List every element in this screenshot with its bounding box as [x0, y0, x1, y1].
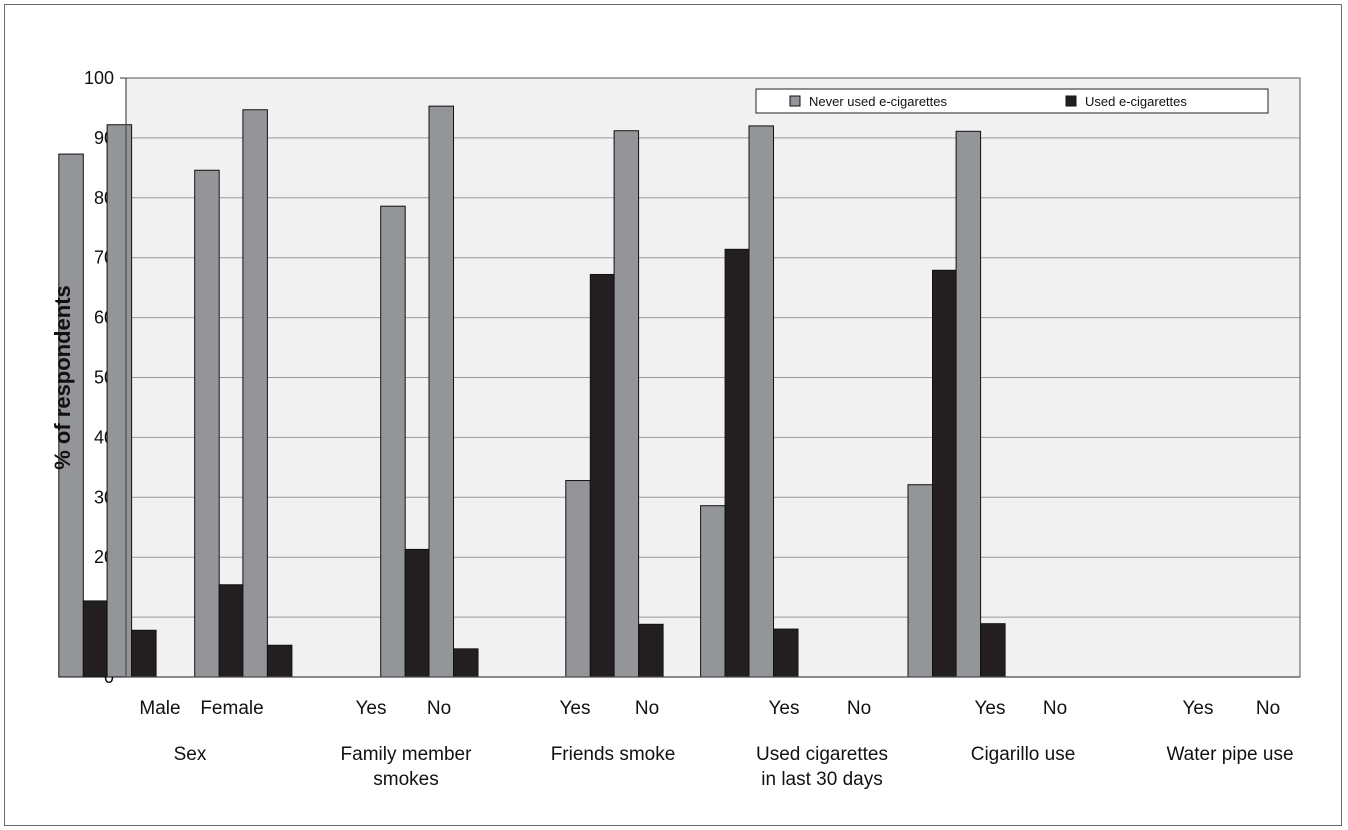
x-group-label: Sex	[174, 744, 207, 765]
legend-label: Never used e-cigarettes	[809, 94, 948, 109]
x-category-label: No	[635, 698, 659, 719]
x-category-label: Yes	[560, 698, 591, 719]
bar-never-used	[194, 169, 220, 678]
bar-never-used	[565, 480, 591, 678]
bar-used	[82, 600, 109, 678]
bar-never-used	[748, 125, 774, 678]
bar-used	[773, 628, 799, 678]
bar-used	[724, 248, 751, 678]
x-category-label: No	[847, 698, 871, 719]
legend-label: Used e-cigarettes	[1085, 94, 1187, 109]
bar-used	[589, 273, 616, 678]
bar-never-used	[106, 124, 133, 678]
x-group-label: Family member	[341, 744, 473, 765]
x-category-label: Yes	[1183, 698, 1214, 719]
x-group-label: in last 30 days	[761, 769, 882, 790]
bar-never-used	[428, 105, 454, 678]
bar-used	[404, 548, 431, 678]
x-category-label: Female	[200, 698, 263, 719]
bar-used	[980, 623, 1006, 678]
bar-never-used	[613, 130, 640, 678]
x-group-label: smokes	[373, 769, 438, 790]
x-category-label: Yes	[975, 698, 1006, 719]
x-category-label: No	[1043, 698, 1067, 719]
x-group-label: Cigarillo use	[971, 744, 1076, 765]
bar-never-used	[955, 130, 982, 678]
bar-used	[453, 648, 479, 678]
x-category-label: Yes	[356, 698, 387, 719]
x-category-label: No	[1256, 698, 1280, 719]
bar-used	[266, 644, 293, 678]
x-category-label: Yes	[769, 698, 800, 719]
bar-never-used	[907, 484, 933, 678]
bar-never-used	[242, 109, 268, 678]
x-group-label: Used cigarettes	[756, 744, 888, 765]
bar-used	[638, 623, 664, 678]
x-category-label: No	[427, 698, 451, 719]
bar-never-used	[380, 205, 406, 678]
legend-swatch	[789, 95, 801, 107]
x-category-label: Male	[139, 698, 180, 719]
bar-used	[218, 584, 245, 678]
bar-used	[932, 269, 958, 678]
x-group-label: Water pipe use	[1166, 744, 1293, 765]
x-group-label: Friends smoke	[551, 744, 676, 765]
legend-swatch	[1065, 95, 1077, 107]
bar-used	[131, 629, 157, 678]
y-tick-label: 100	[84, 68, 114, 88]
plot-border	[125, 77, 1301, 678]
legend-box	[755, 88, 1269, 114]
bar-never-used	[700, 505, 726, 678]
y-axis-title: % of respondents	[50, 285, 75, 470]
bar-never-used	[58, 153, 84, 678]
